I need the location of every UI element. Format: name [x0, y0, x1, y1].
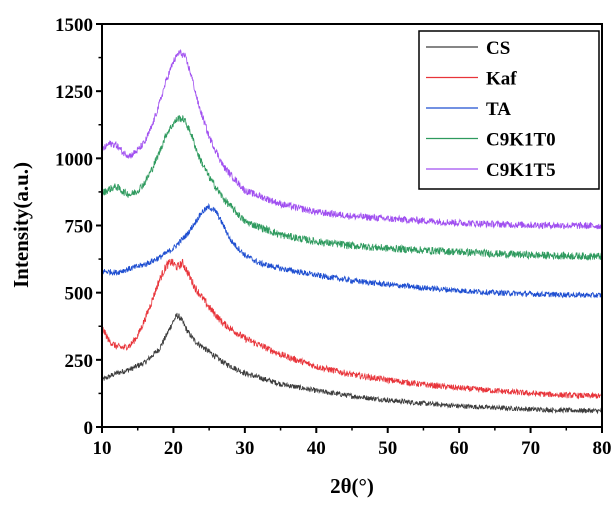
x-tick-label: 30 — [235, 438, 254, 459]
series-line-cs — [101, 312, 603, 415]
series-line-c9k1t0 — [101, 115, 603, 262]
legend-label-c9k1t5: C9K1T5 — [486, 160, 556, 181]
y-tick-label: 1250 — [55, 82, 93, 103]
x-tick-label: 40 — [307, 438, 326, 459]
series-line-ta — [101, 202, 603, 299]
legend-box — [418, 30, 600, 190]
x-tick-label: 10 — [93, 438, 112, 459]
legend-label-c9k1t0: C9K1T0 — [486, 130, 556, 151]
x-axis-label: 2θ(°) — [330, 474, 374, 498]
x-tick-label: 60 — [450, 438, 469, 459]
y-tick-label: 500 — [65, 284, 94, 305]
y-tick-label: 1000 — [55, 149, 93, 170]
legend-label-cs: CS — [486, 38, 510, 59]
y-tick-label: 750 — [65, 217, 94, 238]
legend: CS Kaf TA C9K1T0 C9K1T5 — [418, 30, 600, 190]
legend-label-ta: TA — [486, 99, 511, 120]
legend-label-kaf: Kaf — [486, 69, 517, 90]
series-layer — [101, 48, 603, 415]
y-tick-label: 1500 — [55, 15, 93, 36]
y-tick-label: 0 — [84, 418, 94, 439]
series-line-c9k1t5 — [101, 48, 603, 230]
x-tick-label: 70 — [521, 438, 540, 459]
y-tick-label: 250 — [65, 351, 94, 372]
y-axis-label: Intensity(a.u.) — [9, 162, 33, 288]
x-tick-label: 50 — [378, 438, 397, 459]
series-line-kaf — [101, 258, 603, 400]
x-tick-label: 80 — [593, 438, 612, 459]
x-axis: 10 20 30 40 50 60 70 80 — [93, 427, 612, 459]
y-axis: 0 250 500 750 1000 1250 1500 — [55, 15, 102, 439]
x-tick-label: 20 — [164, 438, 183, 459]
